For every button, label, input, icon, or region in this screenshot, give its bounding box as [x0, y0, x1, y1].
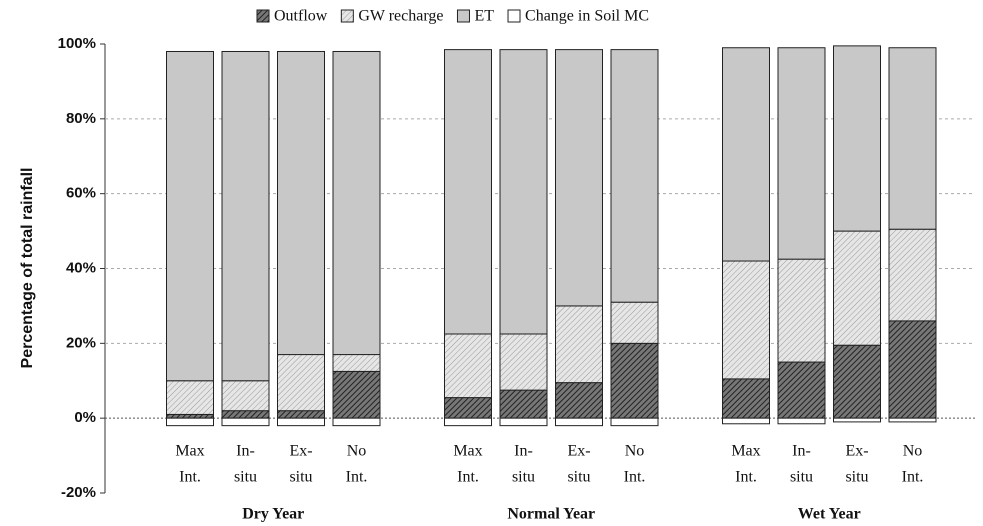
- bar-segment: [777, 258, 826, 363]
- bar-segment: [277, 354, 325, 412]
- bar-segment: [332, 370, 381, 419]
- y-tick-label: 0%: [74, 409, 96, 426]
- y-tick-label: -20%: [61, 484, 96, 501]
- x-tick-label: In-: [792, 443, 811, 460]
- bar-segment: [221, 410, 270, 419]
- bar-segment: [722, 260, 770, 380]
- x-tick-label: No: [903, 443, 923, 460]
- legend-label: GW recharge: [358, 8, 443, 25]
- x-tick-label: Max: [453, 443, 482, 460]
- group-label: Dry Year: [242, 506, 304, 523]
- x-tick-label: Int.: [346, 469, 368, 486]
- bar-segment: [277, 417, 325, 427]
- legend-swatch: [340, 9, 354, 23]
- x-tick-label: situ: [234, 469, 257, 486]
- bar-segment: [444, 333, 492, 399]
- bar-segment: [555, 417, 603, 427]
- bar-segment: [332, 417, 381, 427]
- x-tick-label: Max: [731, 443, 760, 460]
- bar-segment: [444, 417, 492, 427]
- legend-label: Change in Soil MC: [525, 8, 649, 25]
- bar-segment: [722, 378, 770, 419]
- legend-swatch: [507, 9, 521, 23]
- bar-segment: [499, 417, 548, 427]
- y-tick-label: 60%: [66, 185, 96, 202]
- x-tick-label: No: [625, 443, 645, 460]
- bar-segment: [777, 361, 826, 419]
- x-tick-label: Int.: [735, 469, 757, 486]
- legend-label: Outflow: [274, 8, 328, 25]
- bar-segment: [833, 45, 881, 232]
- x-tick-label: situ: [845, 469, 868, 486]
- bar-segment: [221, 380, 270, 412]
- legend-label: ET: [474, 8, 494, 25]
- x-tick-label: In-: [236, 443, 255, 460]
- legend-swatch: [456, 9, 470, 23]
- y-tick-label: 40%: [66, 259, 96, 276]
- bar-segment: [833, 230, 881, 346]
- bar-segment: [555, 305, 603, 384]
- bar-segment: [332, 50, 381, 356]
- x-tick-label: Int.: [902, 469, 924, 486]
- bar-segment: [444, 49, 492, 335]
- bar-segment: [888, 320, 937, 419]
- bar-segment: [277, 50, 325, 356]
- bar-segment: [888, 47, 937, 230]
- bar-segment: [888, 228, 937, 322]
- x-tick-label: Int.: [624, 469, 646, 486]
- bar-segment: [888, 417, 937, 423]
- x-tick-label: In-: [514, 443, 533, 460]
- bar-segment: [499, 389, 548, 419]
- bar-segment: [166, 413, 214, 419]
- bar-segment: [166, 380, 214, 415]
- bar-segment: [610, 49, 659, 303]
- y-axis-label: Percentage of total rainfall: [19, 168, 36, 369]
- bar-segment: [166, 50, 214, 382]
- bar-segment: [777, 417, 826, 425]
- bar-segment: [221, 50, 270, 382]
- bar-segment: [277, 410, 325, 419]
- bar-segment: [444, 397, 492, 419]
- bar-segment: [610, 301, 659, 344]
- legend-swatch: [256, 9, 270, 23]
- x-tick-label: Int.: [457, 469, 479, 486]
- bar-segment: [166, 417, 214, 427]
- x-tick-label: Max: [175, 443, 204, 460]
- x-tick-label: situ: [790, 469, 813, 486]
- bar-segment: [555, 49, 603, 307]
- bar-segment: [722, 47, 770, 262]
- group-label: Normal Year: [507, 506, 595, 523]
- bar-segment: [555, 382, 603, 419]
- bar-segment: [332, 354, 381, 372]
- x-tick-label: situ: [289, 469, 312, 486]
- bar-segment: [499, 333, 548, 391]
- bar-segment: [221, 417, 270, 427]
- y-tick-label: 80%: [66, 110, 96, 127]
- bar-segment: [722, 417, 770, 425]
- x-tick-label: No: [347, 443, 367, 460]
- bar-segment: [833, 344, 881, 419]
- x-tick-label: situ: [567, 469, 590, 486]
- group-label: Wet Year: [798, 506, 861, 523]
- x-tick-label: Int.: [179, 469, 201, 486]
- bar-segment: [499, 49, 548, 335]
- bar-segment: [610, 417, 659, 427]
- bar-segment: [833, 417, 881, 423]
- x-tick-label: Ex-: [845, 443, 868, 460]
- bar-segment: [610, 342, 659, 419]
- x-tick-label: Ex-: [567, 443, 590, 460]
- y-tick-label: 100%: [58, 35, 96, 52]
- bar-segment: [777, 47, 826, 260]
- y-tick-label: 20%: [66, 334, 96, 351]
- x-tick-label: Ex-: [289, 443, 312, 460]
- x-tick-label: situ: [512, 469, 535, 486]
